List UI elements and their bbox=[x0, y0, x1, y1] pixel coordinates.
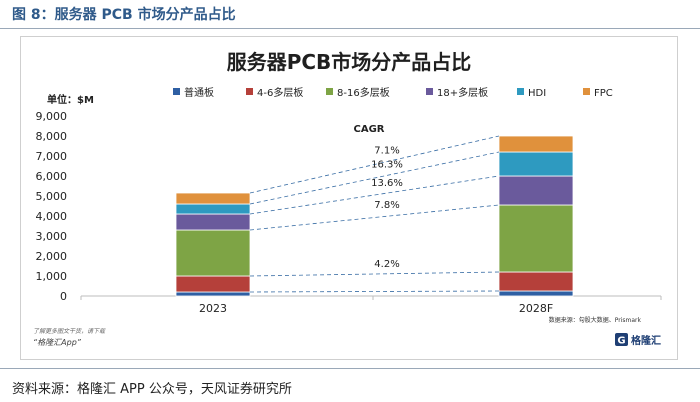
legend-label: FPC bbox=[594, 88, 613, 99]
bar-segment bbox=[498, 204, 574, 273]
cagr-label: 7.1% bbox=[374, 146, 399, 157]
legend-label: HDI bbox=[528, 88, 546, 99]
bar-segment bbox=[175, 192, 251, 205]
figure-caption: 图 8：服务器 PCB 市场分产品占比 bbox=[12, 7, 236, 23]
legend-swatch bbox=[173, 88, 180, 95]
bar-segment bbox=[175, 291, 251, 297]
legend-label: 18+多层板 bbox=[437, 86, 488, 99]
bar-segment bbox=[498, 290, 574, 297]
y-tick-label: 2,000 bbox=[36, 250, 68, 263]
y-tick-label: 4,000 bbox=[36, 210, 68, 223]
cagr-label: 7.8% bbox=[374, 200, 399, 211]
bar-segment bbox=[175, 203, 251, 215]
y-tick-label: 1,000 bbox=[36, 270, 68, 283]
legend-swatch bbox=[426, 88, 433, 95]
cagr-label: 4.2% bbox=[374, 259, 399, 270]
chart-title: 服务器PCB市场分产品占比 bbox=[227, 50, 472, 74]
bar-segment bbox=[175, 275, 251, 293]
y-tick-label: 7,000 bbox=[36, 150, 68, 163]
bottom-rule bbox=[0, 368, 700, 369]
y-tick-label: 0 bbox=[60, 290, 67, 303]
legend-label: 普通板 bbox=[184, 86, 214, 99]
bar-segment bbox=[498, 151, 574, 177]
legend-swatch bbox=[246, 88, 253, 95]
footnote-line2: “格隆汇App” bbox=[33, 338, 82, 347]
logo-letter: G bbox=[617, 336, 625, 347]
x-tick-label: 2028F bbox=[519, 302, 553, 315]
cagr-label: 13.6% bbox=[371, 178, 403, 189]
cagr-line bbox=[249, 271, 500, 277]
data-source-note: 数据来源：勾股大数据、Prismark bbox=[549, 316, 642, 324]
y-tick-label: 3,000 bbox=[36, 230, 68, 243]
legend-swatch bbox=[517, 88, 524, 95]
bar-segment bbox=[175, 229, 251, 277]
bar-segment bbox=[498, 175, 574, 206]
y-tick-label: 8,000 bbox=[36, 130, 68, 143]
logo-text: 格隆汇 bbox=[631, 334, 661, 347]
y-tick-label: 6,000 bbox=[36, 170, 68, 183]
legend-swatch bbox=[326, 88, 333, 95]
logo-icon: G 格隆汇 bbox=[615, 333, 661, 347]
bar-segment bbox=[175, 213, 251, 231]
chart-frame: 服务器PCB市场分产品占比单位：$M 普通板 4-6多层板 8-16多层板 18+多层板… bbox=[20, 36, 678, 360]
x-tick-label: 2023 bbox=[199, 302, 227, 315]
cagr-heading: CAGR bbox=[354, 124, 385, 135]
legend-swatch bbox=[583, 88, 590, 95]
logo-mark bbox=[615, 333, 628, 346]
y-tick-label: 5,000 bbox=[36, 190, 68, 203]
cagr-label: 16.3% bbox=[371, 159, 403, 170]
top-rule bbox=[0, 28, 700, 29]
bar-segment bbox=[498, 135, 574, 153]
y-tick-label: 9,000 bbox=[36, 110, 68, 123]
cagr-line bbox=[249, 135, 500, 194]
footnote-line1: 了解更多图文干货，请下载 bbox=[33, 327, 106, 335]
cagr-line-base bbox=[249, 290, 500, 293]
legend-label: 8-16多层板 bbox=[337, 86, 390, 99]
source-text: 资料来源：格隆汇 APP 公众号，天风证券研究所 bbox=[12, 382, 292, 397]
unit-label: 单位：$M bbox=[47, 93, 94, 106]
legend-label: 4-6多层板 bbox=[257, 86, 303, 99]
bar-segment bbox=[498, 271, 574, 292]
cagr-line bbox=[249, 151, 500, 205]
